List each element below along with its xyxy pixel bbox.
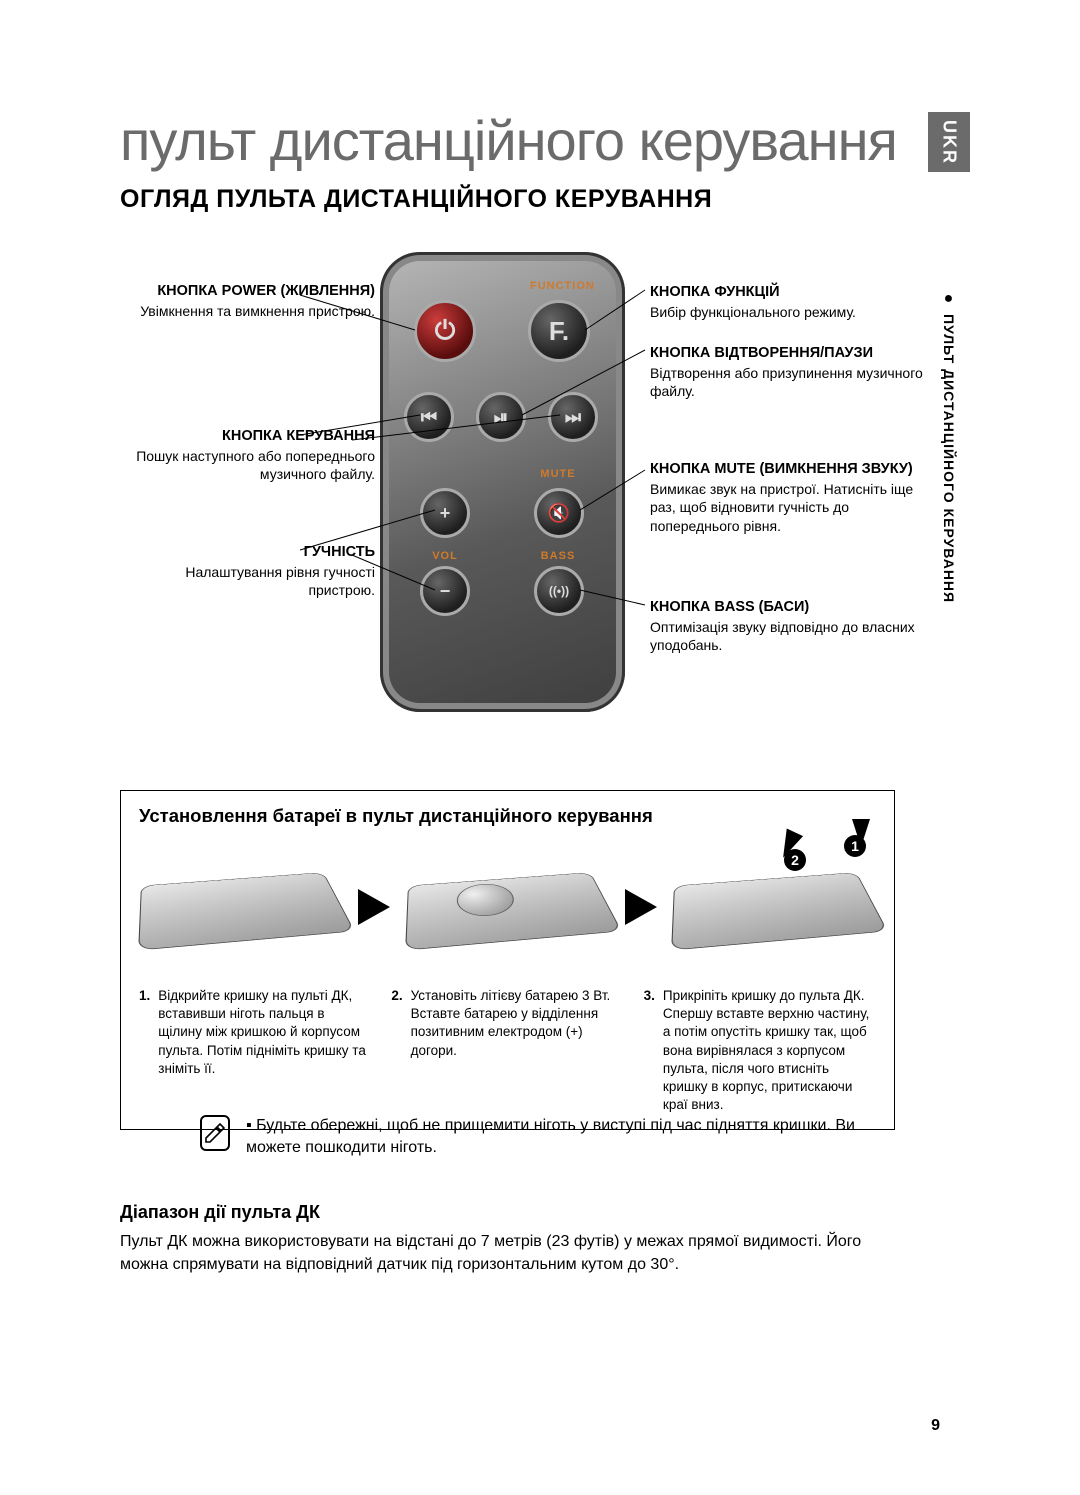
- battery-install-box: Установлення батареї в пульт дистанційно…: [120, 790, 895, 1130]
- callout-control: КНОПКА КЕРУВАННЯ Пошук наступного або по…: [125, 427, 375, 484]
- callout-title: КНОПКА ФУНКЦІЙ: [650, 283, 930, 303]
- note-bullet: ▪: [246, 1117, 252, 1134]
- step-text: Установіть літієву батарею 3 Вт. Вставте…: [411, 987, 624, 1115]
- remote-volume-down-button: −: [420, 566, 470, 616]
- remote-mute-button: 🔇: [534, 488, 584, 538]
- callout-body: Оптимізація звуку відповідно до власних …: [650, 618, 930, 656]
- remote-power-button: ⏻: [414, 300, 476, 362]
- language-tab: UKR: [928, 112, 970, 172]
- bullet-icon: ●: [944, 290, 955, 308]
- callout-body: Увімкнення та вимкнення пристрою.: [125, 302, 375, 321]
- step-number: 2.: [391, 987, 402, 1115]
- arrow-right-icon: [625, 889, 657, 925]
- callout-title: ГУЧНІСТЬ: [125, 543, 375, 563]
- section-heading: ОГЛЯД ПУЛЬТА ДИСТАНЦІЙНОГО КЕРУВАННЯ: [120, 185, 712, 214]
- remote-label-vol: VOL: [428, 550, 462, 562]
- callout-volume: ГУЧНІСТЬ Налаштування рівня гучності при…: [125, 543, 375, 600]
- callout-body: Відтворення або призупинення музичного ф…: [650, 364, 930, 402]
- remote-label-function: FUNCTION: [530, 280, 590, 292]
- step-number: 3.: [644, 987, 655, 1115]
- callout-play: КНОПКА ВІДТВОРЕННЯ/ПАУЗИ Відтворення або…: [650, 344, 930, 401]
- callout-function: КНОПКА ФУНКЦІЙ Вибір функціонального реж…: [650, 283, 930, 321]
- coin-battery-icon: [455, 882, 517, 918]
- battery-step2-img: [405, 872, 622, 950]
- callout-title: КНОПКА BASS (БАСИ): [650, 598, 930, 618]
- range-body: Пульт ДК можна використовувати на відста…: [120, 1230, 910, 1276]
- callout-title: КНОПКА MUTE (ВИМКНЕННЯ ЗВУКУ): [650, 460, 930, 480]
- section-side-text: ПУЛЬТ ДИСТАНЦІЙНОГО КЕРУВАННЯ: [941, 314, 957, 603]
- callout-body: Пошук наступного або попереднього музичн…: [125, 447, 375, 485]
- battery-step3-img: [671, 872, 888, 950]
- remote-prev-button: ⏮: [404, 392, 454, 442]
- step-text: Прикріпіть кришку до пульта ДК. Спершу в…: [663, 987, 876, 1115]
- battery-step: 1. Відкрийте кришку на пульті ДК, встави…: [139, 987, 371, 1115]
- callout-power: КНОПКА POWER (ЖИВЛЕННЯ) Увімкнення та ви…: [125, 282, 375, 320]
- remote-label-mute: MUTE: [538, 468, 578, 480]
- step-number: 1.: [139, 987, 150, 1115]
- battery-steps: 1. Відкрийте кришку на пульті ДК, встави…: [139, 987, 876, 1115]
- remote-next-button: ⏭: [548, 392, 598, 442]
- arrow-down-icon: [852, 819, 870, 847]
- callout-title: КНОПКА КЕРУВАННЯ: [125, 427, 375, 447]
- callout-bass: КНОПКА BASS (БАСИ) Оптимізація звуку від…: [650, 598, 930, 655]
- page-number: 9: [931, 1417, 940, 1435]
- remote-bass-button: ((•)): [534, 566, 584, 616]
- arrow-right-icon: [358, 889, 390, 925]
- callout-body: Вимикає звук на пристрої. Натисніть іще …: [650, 480, 930, 537]
- remote-function-button: F.: [528, 300, 590, 362]
- manual-page: UKR ● ПУЛЬТ ДИСТАНЦІЙНОГО КЕРУВАННЯ пуль…: [120, 0, 970, 1495]
- step-text: Відкрийте кришку на пульті ДК, вставивши…: [158, 987, 371, 1115]
- pencil-note-icon: [200, 1115, 230, 1151]
- remote-volume-up-button: +: [420, 488, 470, 538]
- caution-note: ▪ Будьте обережні, щоб не прищемити ніго…: [200, 1115, 900, 1160]
- battery-illustrations: 1 2: [139, 837, 876, 977]
- note-text: ▪ Будьте обережні, щоб не прищемити ніго…: [246, 1115, 900, 1160]
- battery-title: Установлення батареї в пульт дистанційно…: [139, 805, 876, 827]
- remote-illustration: FUNCTION MUTE VOL BASS ⏻ F. ⏮ ⏯ ⏭ + 🔇 − …: [380, 252, 625, 712]
- remote-play-button: ⏯: [476, 392, 526, 442]
- section-side-label: ● ПУЛЬТ ДИСТАНЦІЙНОГО КЕРУВАННЯ: [928, 280, 970, 640]
- page-title: пульт дистанційного керування: [120, 108, 897, 173]
- range-heading: Діапазон дії пульта ДК: [120, 1202, 320, 1223]
- callout-title: КНОПКА POWER (ЖИВЛЕННЯ): [125, 282, 375, 302]
- callout-body: Вибір функціонального режиму.: [650, 303, 930, 322]
- remote-label-bass: BASS: [538, 550, 578, 562]
- battery-step: 2. Установіть літієву батарею 3 Вт. Вста…: [391, 987, 623, 1115]
- callout-body: Налаштування рівня гучності пристрою.: [125, 563, 375, 601]
- callout-mute: КНОПКА MUTE (ВИМКНЕННЯ ЗВУКУ) Вимикає зв…: [650, 460, 930, 536]
- battery-step: 3. Прикріпіть кришку до пульта ДК. Сперш…: [644, 987, 876, 1115]
- callout-title: КНОПКА ВІДТВОРЕННЯ/ПАУЗИ: [650, 344, 930, 364]
- battery-step1-img: [138, 872, 355, 950]
- note-body: Будьте обережні, щоб не прищемити ніготь…: [246, 1117, 855, 1156]
